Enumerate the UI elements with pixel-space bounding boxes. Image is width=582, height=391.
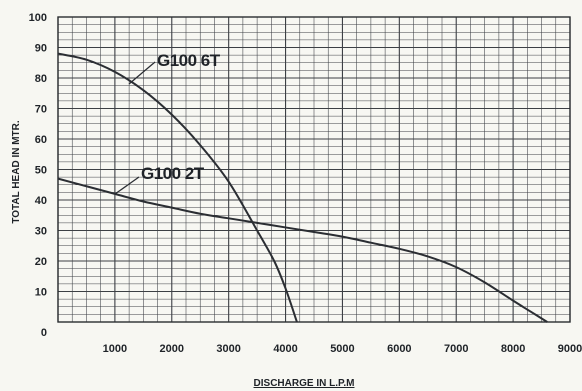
- series-label-1: G100 2T: [141, 164, 205, 183]
- x-tick-label: 8000: [501, 343, 525, 355]
- y-tick-label: 50: [35, 165, 47, 177]
- series-line-1: [57, 177, 548, 323]
- x-tick-label: 4000: [273, 343, 297, 355]
- x-tick-labels: 1000 2000 3000 4000 5000 6000 7000 8000 9000: [103, 343, 582, 355]
- y-tick-label: 0: [41, 327, 47, 339]
- y-tick-label: 100: [29, 12, 47, 24]
- x-axis-label: DISCHARGE IN L.P.M: [254, 378, 355, 389]
- x-tick-label: 2000: [160, 343, 184, 355]
- y-tick-label: 10: [35, 287, 47, 299]
- y-tick-label: 70: [35, 104, 47, 116]
- y-tick-label: 80: [35, 73, 47, 85]
- series-group: [57, 52, 548, 323]
- series-leader-line: [128, 61, 156, 85]
- y-tick-label: 30: [35, 226, 47, 238]
- y-tick-label: 90: [35, 43, 47, 55]
- series-labels: G100 6T G100 2T: [114, 51, 221, 195]
- x-tick-label: 5000: [330, 343, 354, 355]
- plot-frame: [57, 16, 571, 323]
- series-line-0: [57, 52, 298, 323]
- x-tick-label: 3000: [216, 343, 240, 355]
- y-tick-label: 20: [35, 256, 47, 268]
- series-label-0: G100 6T: [157, 51, 221, 70]
- y-tick-labels: 0 10 20 30 40 50 60 70 80 90 100: [29, 12, 47, 339]
- x-tick-label: 7000: [444, 343, 468, 355]
- series-leader-line: [114, 176, 140, 195]
- grid: [57, 16, 571, 323]
- y-tick-label: 60: [35, 134, 47, 146]
- y-axis-label: TOTAL HEAD IN MTR.: [11, 120, 22, 224]
- y-tick-label: 40: [35, 195, 47, 207]
- x-tick-label: 9000: [558, 343, 582, 355]
- x-tick-label: 1000: [103, 343, 127, 355]
- x-tick-label: 6000: [387, 343, 411, 355]
